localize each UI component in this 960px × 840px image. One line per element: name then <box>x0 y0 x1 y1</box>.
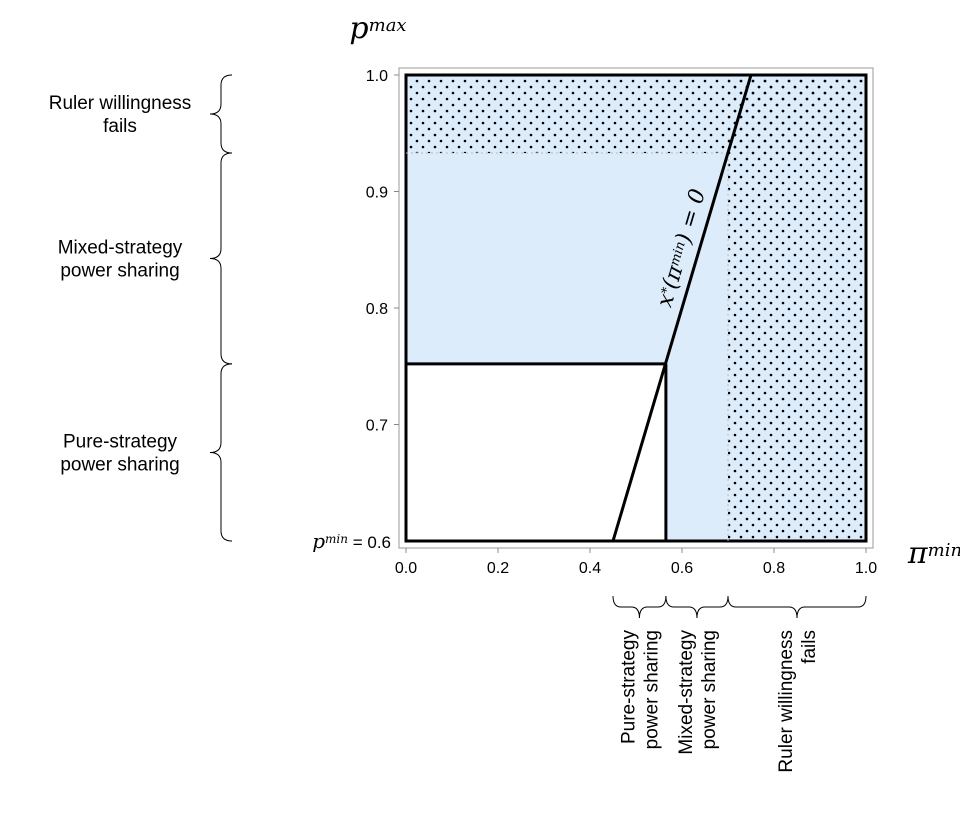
y-tick-label: 0.7 <box>366 418 388 435</box>
y-tick-label: 0.8 <box>366 301 388 318</box>
y-brace-label-2: Pure-strategy <box>63 431 178 452</box>
x-brace-label-1: power sharing <box>699 630 720 749</box>
zero-line <box>611 74 753 542</box>
x-brace-label-0: power sharing <box>641 630 662 749</box>
y-tick-label: 1.0 <box>366 68 388 85</box>
x-brace-label-group-2: Ruler willingness fails <box>776 630 820 773</box>
y-tick-label: 0.9 <box>366 185 388 202</box>
y-brace-label-1: Mixed-strategy <box>58 237 183 258</box>
x-brace-label-2: fails <box>799 630 820 664</box>
y-brace-label-2: power sharing <box>60 454 179 475</box>
pmin-label: pmin = 0.6 <box>312 529 391 553</box>
dotted-region-3 <box>728 75 866 541</box>
y-brace-label-1: power sharing <box>60 260 179 281</box>
y-brace-label-0: fails <box>103 116 137 137</box>
x-brace-label-group-1: Mixed-strategy power sharing <box>676 630 720 755</box>
region-braces: Ruler willingnessfailsMixed-strategypowe… <box>49 74 867 773</box>
x-brace-label-1: Mixed-strategy <box>676 630 697 755</box>
x-axis-label: πmin <box>907 536 960 571</box>
x-brace-label-group-0: Pure-strategy power sharing <box>618 630 662 750</box>
y-brace-1 <box>209 152 233 365</box>
x-brace-0 <box>612 595 667 619</box>
y-brace-2 <box>209 363 233 542</box>
axis-ticks: 0.0 0.2 0.4 0.6 0.8 1.0 0.7 0.8 0.9 1.0 <box>366 68 877 577</box>
x-tick-label: 1.0 <box>855 560 877 577</box>
x-brace-label-2: Ruler willingness <box>776 630 797 773</box>
x-brace-label-0: Pure-strategy <box>618 630 639 745</box>
axis-labels: pmin = 0.6 pmax πmin <box>312 11 960 571</box>
x-brace-1 <box>665 595 729 619</box>
x-brace-2 <box>727 595 867 619</box>
y-brace-label-0: Ruler willingness <box>49 93 192 114</box>
y-axis-label: pmax <box>349 11 406 46</box>
regions <box>406 75 866 541</box>
x-tick-label: 0.4 <box>579 560 601 577</box>
x-tick-label: 0.2 <box>487 560 509 577</box>
y-brace-0 <box>209 74 233 154</box>
plot-border <box>404 73 868 543</box>
x-tick-label: 0.0 <box>395 560 417 577</box>
x-tick-label: 0.6 <box>671 560 693 577</box>
x-tick-label: 0.8 <box>763 560 785 577</box>
